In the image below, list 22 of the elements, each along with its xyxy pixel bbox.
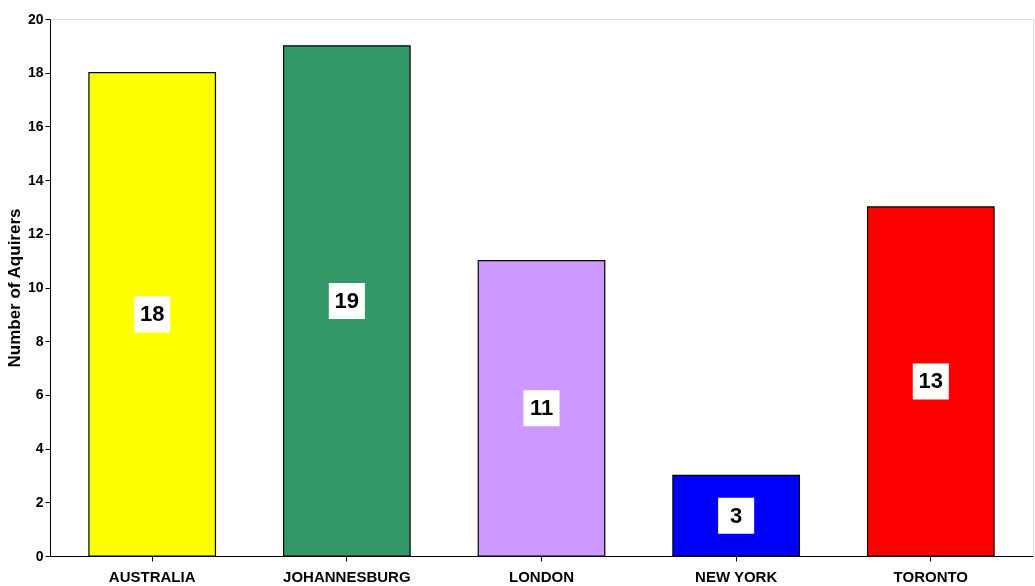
y-tick-label: 4 xyxy=(35,440,44,457)
y-tick-label: 14 xyxy=(27,171,44,188)
y-tick-label: 12 xyxy=(27,225,44,242)
y-tick-label: 8 xyxy=(35,332,44,349)
data-label: 3 xyxy=(730,502,743,528)
y-tick-label: 18 xyxy=(27,64,44,81)
y-tick-label: 2 xyxy=(35,493,44,510)
y-tick-label: 10 xyxy=(27,279,44,295)
data-label: 13 xyxy=(918,368,944,394)
x-tick-label: TORONTO xyxy=(893,567,969,585)
data-label: 19 xyxy=(334,287,360,313)
y-tick-label: 6 xyxy=(35,386,44,403)
data-label: 18 xyxy=(139,301,165,327)
x-tick-label: AUSTRALIA xyxy=(108,567,196,585)
y-tick-label: 0 xyxy=(35,547,44,564)
data-label: 11 xyxy=(529,395,554,421)
y-axis-title: Number of Aquirers xyxy=(4,208,24,368)
y-tick-label: 20 xyxy=(27,10,44,27)
y-tick-label: 16 xyxy=(27,117,44,134)
x-tick-label: NEW YORK xyxy=(695,567,778,585)
x-tick-label: LONDON xyxy=(509,567,574,585)
x-tick-label: JOHANNESBURG xyxy=(283,567,411,585)
